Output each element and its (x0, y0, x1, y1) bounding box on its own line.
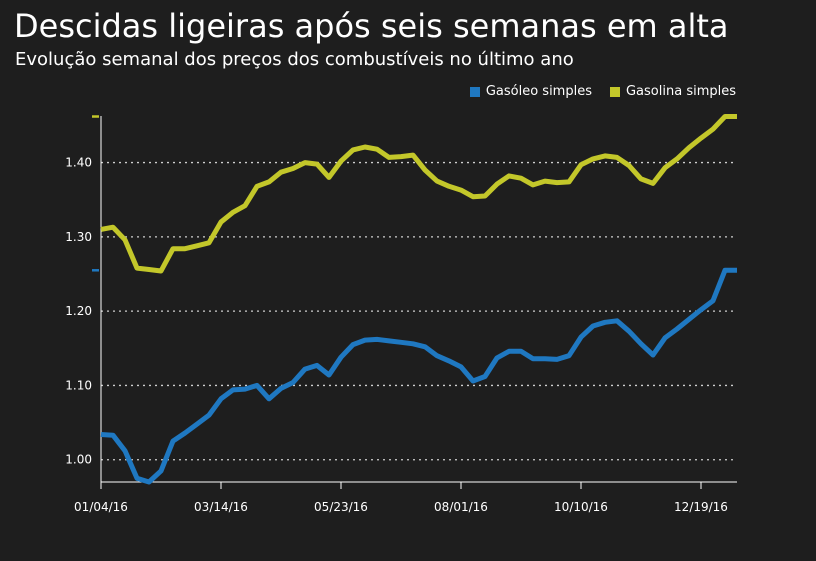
y-tick-label: 1.20 (65, 304, 92, 318)
y-tick-label: 1.10 (65, 378, 92, 392)
x-tick-label: 10/10/16 (554, 500, 608, 514)
y-tick-label: 1.30 (65, 230, 92, 244)
legend-item-diesel: Gasóleo simples (469, 84, 592, 99)
chart-legend: Gasóleo simples Gasolina simples (469, 84, 736, 99)
legend-label-diesel: Gasóleo simples (485, 84, 592, 99)
x-tick-label: 08/01/16 (434, 500, 488, 514)
x-tick-label: 03/14/16 (194, 500, 248, 514)
legend-item-gasoline: Gasolina simples (609, 84, 736, 99)
legend-label-gasoline: Gasolina simples (625, 84, 736, 99)
legend-swatch-diesel (469, 86, 480, 97)
x-tick-label: 01/04/16 (74, 500, 128, 514)
chart-subtitle: Evolução semanal dos preços dos combustí… (15, 49, 574, 70)
y-tick-label: 1.40 (65, 156, 92, 170)
series-line-gasoline (100, 114, 737, 274)
chart-title: Descidas ligeiras após seis semanas em a… (14, 7, 729, 45)
x-tick-label: 05/23/16 (314, 500, 368, 514)
legend-swatch-gasoline (609, 86, 620, 97)
y-tick-label: 1.00 (65, 453, 92, 467)
x-tick-label: 12/19/16 (674, 500, 728, 514)
series-line-diesel (100, 267, 737, 485)
